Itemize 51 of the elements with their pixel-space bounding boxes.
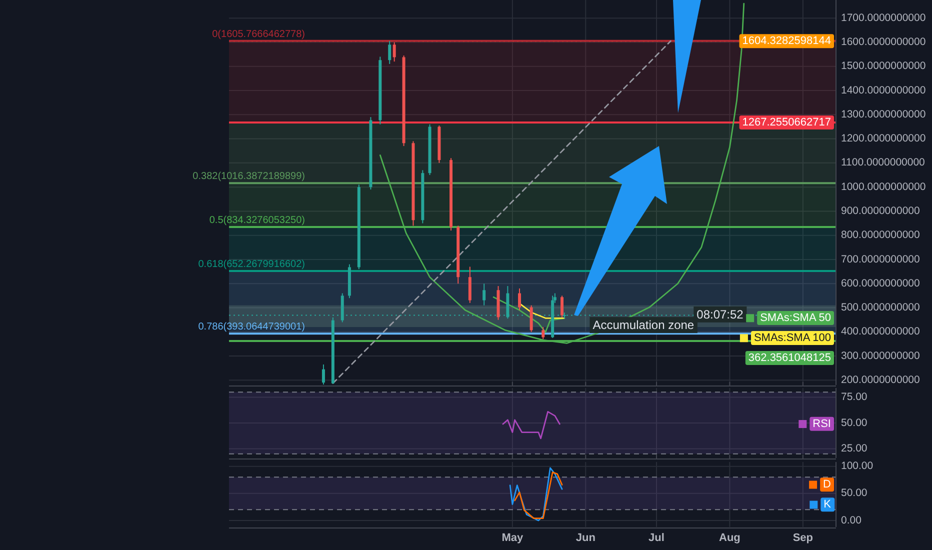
- candlestick: [392, 42, 396, 62]
- ref-line-label: 1267.2550662717: [742, 116, 831, 128]
- y-tick-label: 600.0000000000: [841, 277, 920, 290]
- annotation: 08:07:52: [696, 307, 744, 322]
- candlestick: [482, 283, 486, 306]
- y-tick-label: 900.0000000000: [841, 204, 920, 217]
- y-tick-label: 1700.0000000000: [841, 12, 926, 24]
- legend-label: SMAs:SMA 100: [754, 332, 831, 344]
- band-label: 0.618(652.2679916602): [198, 259, 305, 270]
- band-label: 0(1605.7666462778): [212, 28, 305, 40]
- candlestick: [542, 326, 545, 340]
- y-tick-label: 200.0000000000: [841, 374, 920, 386]
- y-tick-label: 50.00: [841, 416, 868, 429]
- y-tick-label: 50.00: [841, 487, 868, 500]
- y-tick-label: 1600.0000000000: [841, 36, 926, 48]
- candlestick: [530, 304, 533, 332]
- candlestick: [518, 288, 522, 311]
- candlestick: [388, 40, 392, 64]
- ref-line-label: 362.3561048125: [748, 352, 831, 364]
- y-tick-label: 25.00: [841, 442, 868, 455]
- y-tick-label: 1000.0000000000: [841, 180, 926, 193]
- legend-label: D: [823, 478, 832, 491]
- annotation: Accumulation zone: [592, 318, 694, 332]
- y-tick-label: 1100.0000000000: [841, 156, 926, 169]
- y-tick-label: 400.0000000000: [841, 326, 920, 338]
- y-tick-label: 500.0000000000: [841, 302, 920, 314]
- band-label: 0.382(1016.3872189899): [192, 171, 305, 182]
- ref-line-label: 1604.3282598144: [742, 35, 831, 48]
- legend-label: SMAs:SMA 50: [760, 312, 831, 324]
- y-tick-label: 75.00: [841, 391, 868, 404]
- y-tick-label: 800.0000000000: [841, 229, 920, 242]
- y-tick-label: 300.0000000000: [841, 350, 920, 362]
- y-tick-label: 0.00: [841, 514, 862, 526]
- y-tick-label: 1500.0000000000: [841, 60, 926, 72]
- legend-label: RSI: [812, 418, 831, 430]
- y-tick-label: 1200.0000000000: [841, 132, 926, 145]
- candlestick: [468, 266, 472, 304]
- y-tick-label: 700.0000000000: [841, 253, 920, 266]
- band-label: 0.786(393.0644739001): [198, 322, 305, 333]
- legend-label: K: [824, 498, 832, 511]
- y-tick-label: 1300.0000000000: [841, 108, 926, 120]
- x-tick-label: Jul: [648, 532, 664, 544]
- x-tick-label: Jun: [576, 532, 596, 544]
- x-tick-label: May: [502, 532, 524, 544]
- x-tick-label: Aug: [719, 532, 740, 544]
- candlestick: [560, 295, 564, 318]
- y-tick-label: 100.00: [841, 460, 874, 472]
- x-tick-label: Sep: [792, 532, 814, 544]
- y-tick-label: 1400.0000000000: [841, 84, 926, 96]
- line-series: [502, 410, 560, 440]
- band-label: 0.5(834.3276053250): [209, 215, 305, 226]
